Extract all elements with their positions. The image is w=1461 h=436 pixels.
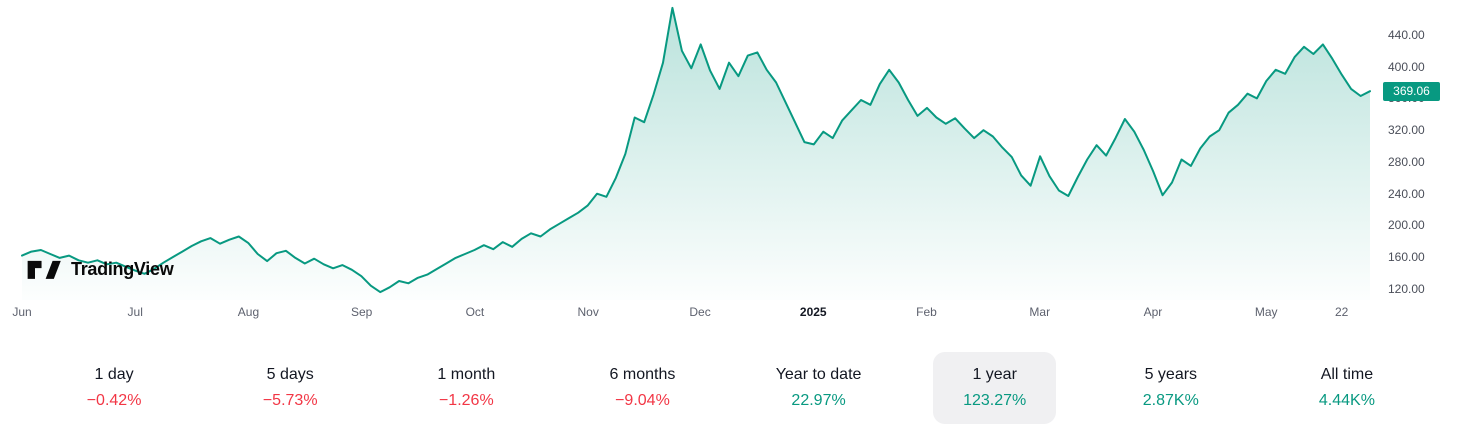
price-axis-label: 400.00 [1388,59,1425,74]
price-chart-panel: TradingView Jun Jul Aug Sep Oct Nov Dec 2025 Feb… [0,0,1461,322]
time-axis-label: Mar [1029,305,1051,319]
tradingview-attribution[interactable]: TradingView [26,257,174,281]
time-axis-label: Sep [351,305,373,319]
range-change: 2.87K% [1142,392,1199,409]
range-button-all-time[interactable]: All time 4.44K% [1287,352,1407,424]
range-change: −1.26% [438,392,494,409]
price-axis-label: 240.00 [1388,186,1425,201]
range-label: 5 years [1144,366,1198,383]
price-axis[interactable]: 369.06 440.00400.00360.00320.00280.00240… [1383,0,1461,300]
tradingview-logo-icon [27,260,61,279]
range-label: 1 month [437,366,496,383]
range-button-year-to-date[interactable]: Year to date 22.97% [746,352,892,424]
range-change: 123.27% [963,392,1027,409]
time-axis-label: Nov [577,305,599,319]
range-change: 4.44K% [1318,392,1375,409]
price-axis-label: 200.00 [1388,218,1425,233]
range-label: 5 days [266,366,314,383]
time-axis-label: Dec [689,305,711,319]
time-axis-label: Aug [237,305,260,319]
range-label: 1 year [972,366,1017,383]
range-label: All time [1320,366,1374,383]
price-axis-label: 120.00 [1388,281,1425,296]
time-axis-label: Apr [1143,305,1163,319]
range-button-5-days[interactable]: 5 days −5.73% [230,352,350,424]
time-axis[interactable]: Jun Jul Aug Sep Oct Nov Dec 2025 Feb Mar Apr May 22 [0,304,1383,322]
range-button-1-month[interactable]: 1 month −1.26% [406,352,526,424]
range-label: 1 day [94,366,134,383]
range-change: −0.42% [86,392,142,409]
range-change: 22.97% [791,392,846,409]
time-axis-label: May [1254,305,1278,319]
date-range-bar: 1 day −0.42% 5 days −5.73% 1 month −1.26… [0,352,1461,424]
time-axis-label: 22 [1335,305,1349,319]
price-axis-label: 440.00 [1388,27,1425,42]
price-axis-label: 320.00 [1388,123,1425,138]
range-label: 6 months [609,366,676,383]
range-button-1-day[interactable]: 1 day −0.42% [54,352,174,424]
price-line [21,6,1371,294]
range-change: −9.04% [615,392,670,409]
range-button-5-years[interactable]: 5 years 2.87K% [1111,352,1231,424]
range-button-1-year[interactable]: 1 year 123.27% [933,352,1057,424]
time-axis-label: Jul [127,305,143,319]
time-axis-label: Jun [12,305,32,319]
last-price-badge: 369.06 [1383,81,1440,101]
range-label: Year to date [775,366,862,383]
range-change: −5.73% [262,392,318,409]
time-axis-label: Oct [465,305,485,319]
tradingview-logo-text: TradingView [71,258,174,279]
price-axis-label: 280.00 [1388,154,1425,169]
price-area-fill [22,7,1370,300]
range-button-6-months[interactable]: 6 months −9.04% [580,352,706,424]
price-area-chart[interactable] [0,0,1383,300]
time-axis-label: 2025 [799,305,827,319]
time-axis-label: Feb [916,305,937,319]
price-axis-label: 160.00 [1388,250,1425,265]
